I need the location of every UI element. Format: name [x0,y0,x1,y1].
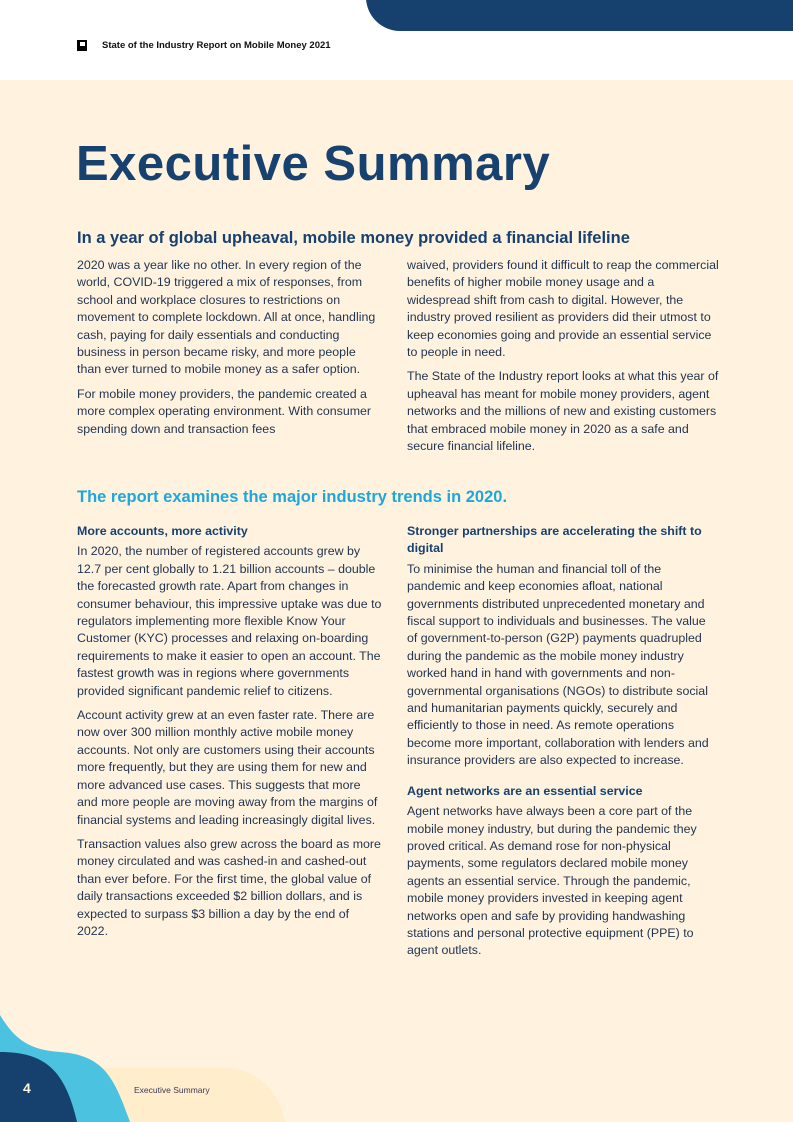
trends-heading: The report examines the major industry t… [77,488,508,506]
subheading: More accounts, more activity [77,524,248,538]
gsma-logo-icon [77,40,87,51]
paragraph: For mobile money providers, the pandemic… [77,386,372,436]
intro-column-right: waived, providers found it difficult to … [407,257,721,462]
intro-column-left: 2020 was a year like no other. In every … [77,257,382,445]
paragraph: Agent networks have always been a core p… [407,804,697,958]
header-tab-shape [366,0,793,31]
paragraph: To minimise the human and financial toll… [407,561,709,768]
footer-section-label: Executive Summary [134,1085,210,1095]
footer-navy-wave [0,1052,77,1122]
page-number: 4 [23,1080,31,1096]
page-header: State of the Industry Report on Mobile M… [0,0,793,80]
page-background [0,80,793,1122]
document-title: State of the Industry Report on Mobile M… [102,40,331,51]
trends-column-right: Stronger partnerships are accelerating t… [407,523,717,967]
subheading: Stronger partnerships are accelerating t… [407,524,702,556]
footer-decoration [0,1015,285,1122]
subheading: Agent networks are an essential service [407,783,643,798]
section-heading: In a year of global upheaval, mobile mon… [77,229,630,247]
paragraph: In 2020, the number of registered accoun… [77,544,382,698]
paragraph: Account activity grew at an even faster … [77,708,378,827]
paragraph: The State of the Industry report looks a… [407,369,719,454]
paragraph: Transaction values also grew across the … [77,836,381,938]
paragraph: waived, providers found it difficult to … [407,258,719,360]
footer-label-shape [100,1068,285,1122]
page-title: Executive Summary [76,137,551,191]
paragraph: 2020 was a year like no other. In every … [77,258,376,377]
trends-column-left: More accounts, more activity In 2020, th… [77,523,382,947]
